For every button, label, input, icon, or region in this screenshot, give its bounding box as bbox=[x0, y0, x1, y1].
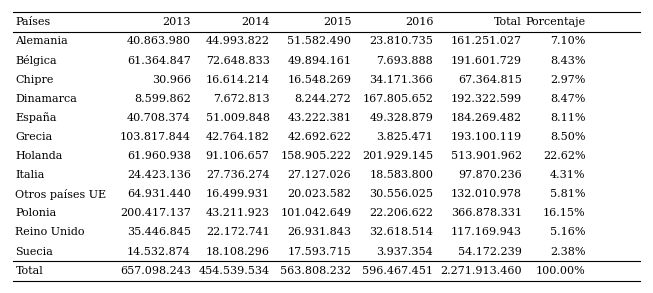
Text: 3.937.354: 3.937.354 bbox=[377, 246, 434, 257]
Text: 2.97%: 2.97% bbox=[550, 75, 586, 85]
Text: 184.269.482: 184.269.482 bbox=[451, 113, 522, 123]
Text: España: España bbox=[16, 113, 57, 123]
Text: Otros países UE: Otros países UE bbox=[16, 189, 106, 200]
Text: 18.583.800: 18.583.800 bbox=[370, 170, 434, 180]
Text: 201.929.145: 201.929.145 bbox=[362, 151, 434, 161]
Text: Porcentaje: Porcentaje bbox=[526, 17, 586, 27]
Text: 7.693.888: 7.693.888 bbox=[377, 56, 434, 66]
Text: 24.423.136: 24.423.136 bbox=[127, 170, 191, 180]
Text: 49.894.161: 49.894.161 bbox=[287, 56, 351, 66]
Text: 61.364.847: 61.364.847 bbox=[127, 56, 191, 66]
Text: 167.805.652: 167.805.652 bbox=[362, 94, 434, 104]
Text: 40.863.980: 40.863.980 bbox=[127, 36, 191, 47]
Text: 51.582.490: 51.582.490 bbox=[287, 36, 351, 47]
Text: 64.931.440: 64.931.440 bbox=[127, 189, 191, 199]
Text: 117.169.943: 117.169.943 bbox=[451, 227, 522, 237]
Text: 2013: 2013 bbox=[163, 17, 191, 27]
Text: 192.322.599: 192.322.599 bbox=[451, 94, 522, 104]
Text: 32.618.514: 32.618.514 bbox=[370, 227, 434, 237]
Text: 44.993.822: 44.993.822 bbox=[206, 36, 270, 47]
Text: 20.023.582: 20.023.582 bbox=[287, 189, 351, 199]
Text: 200.417.137: 200.417.137 bbox=[120, 208, 191, 218]
Text: 72.648.833: 72.648.833 bbox=[206, 56, 270, 66]
Text: 7.672.813: 7.672.813 bbox=[213, 94, 270, 104]
Text: 2015: 2015 bbox=[323, 17, 351, 27]
Text: 35.446.845: 35.446.845 bbox=[127, 227, 191, 237]
Text: 30.556.025: 30.556.025 bbox=[370, 189, 434, 199]
Text: 7.10%: 7.10% bbox=[550, 36, 586, 47]
Text: 16.614.214: 16.614.214 bbox=[206, 75, 270, 85]
Text: 2014: 2014 bbox=[241, 17, 270, 27]
Text: 54.172.239: 54.172.239 bbox=[458, 246, 522, 257]
Text: 8.244.272: 8.244.272 bbox=[295, 94, 351, 104]
Text: 16.15%: 16.15% bbox=[543, 208, 586, 218]
Text: 17.593.715: 17.593.715 bbox=[288, 246, 351, 257]
Text: Total: Total bbox=[16, 266, 43, 276]
Text: 8.47%: 8.47% bbox=[550, 94, 586, 104]
Text: Total: Total bbox=[494, 17, 522, 27]
Text: Dinamarca: Dinamarca bbox=[16, 94, 77, 104]
Text: Holanda: Holanda bbox=[16, 151, 63, 161]
Text: 42.764.182: 42.764.182 bbox=[206, 132, 270, 142]
Text: 193.100.119: 193.100.119 bbox=[451, 132, 522, 142]
Text: 61.960.938: 61.960.938 bbox=[127, 151, 191, 161]
Text: 8.43%: 8.43% bbox=[550, 56, 586, 66]
Text: 22.206.622: 22.206.622 bbox=[370, 208, 434, 218]
Text: 27.736.274: 27.736.274 bbox=[206, 170, 270, 180]
Text: 49.328.879: 49.328.879 bbox=[370, 113, 434, 123]
Text: 161.251.027: 161.251.027 bbox=[451, 36, 522, 47]
Text: 34.171.366: 34.171.366 bbox=[370, 75, 434, 85]
Text: Chipre: Chipre bbox=[16, 75, 54, 85]
Text: 16.548.269: 16.548.269 bbox=[287, 75, 351, 85]
Text: 100.00%: 100.00% bbox=[536, 266, 586, 276]
Text: 27.127.026: 27.127.026 bbox=[288, 170, 351, 180]
Text: Suecia: Suecia bbox=[16, 246, 54, 257]
Text: 101.042.649: 101.042.649 bbox=[280, 208, 351, 218]
Text: 563.808.232: 563.808.232 bbox=[280, 266, 351, 276]
Text: 132.010.978: 132.010.978 bbox=[451, 189, 522, 199]
Text: 5.81%: 5.81% bbox=[550, 189, 586, 199]
Text: 23.810.735: 23.810.735 bbox=[370, 36, 434, 47]
Text: Reino Unido: Reino Unido bbox=[16, 227, 85, 237]
Text: 191.601.729: 191.601.729 bbox=[451, 56, 522, 66]
Text: 40.708.374: 40.708.374 bbox=[127, 113, 191, 123]
Text: 158.905.222: 158.905.222 bbox=[280, 151, 351, 161]
Text: 3.825.471: 3.825.471 bbox=[377, 132, 434, 142]
Text: Alemania: Alemania bbox=[16, 36, 69, 47]
Text: 8.599.862: 8.599.862 bbox=[134, 94, 191, 104]
Text: 103.817.844: 103.817.844 bbox=[120, 132, 191, 142]
Text: 97.870.236: 97.870.236 bbox=[458, 170, 522, 180]
Text: 454.539.534: 454.539.534 bbox=[199, 266, 270, 276]
Text: 42.692.622: 42.692.622 bbox=[287, 132, 351, 142]
Text: 8.50%: 8.50% bbox=[550, 132, 586, 142]
Text: 366.878.331: 366.878.331 bbox=[451, 208, 522, 218]
Text: 43.211.923: 43.211.923 bbox=[206, 208, 270, 218]
Text: 8.11%: 8.11% bbox=[550, 113, 586, 123]
Text: 596.467.451: 596.467.451 bbox=[362, 266, 434, 276]
Text: Bélgica: Bélgica bbox=[16, 55, 57, 66]
Text: 2016: 2016 bbox=[405, 17, 434, 27]
Text: 4.31%: 4.31% bbox=[550, 170, 586, 180]
Text: 91.106.657: 91.106.657 bbox=[206, 151, 270, 161]
Text: 513.901.962: 513.901.962 bbox=[451, 151, 522, 161]
Text: Países: Países bbox=[16, 17, 51, 27]
Text: 67.364.815: 67.364.815 bbox=[458, 75, 522, 85]
Text: Italia: Italia bbox=[16, 170, 45, 180]
Text: 16.499.931: 16.499.931 bbox=[206, 189, 270, 199]
Text: 26.931.843: 26.931.843 bbox=[287, 227, 351, 237]
Text: Polonia: Polonia bbox=[16, 208, 57, 218]
Text: 5.16%: 5.16% bbox=[550, 227, 586, 237]
Text: 2.38%: 2.38% bbox=[550, 246, 586, 257]
Text: 2.271.913.460: 2.271.913.460 bbox=[440, 266, 522, 276]
Text: 51.009.848: 51.009.848 bbox=[206, 113, 270, 123]
Text: 14.532.874: 14.532.874 bbox=[127, 246, 191, 257]
Text: 43.222.381: 43.222.381 bbox=[287, 113, 351, 123]
Text: 22.172.741: 22.172.741 bbox=[206, 227, 270, 237]
Text: 22.62%: 22.62% bbox=[543, 151, 586, 161]
Text: 657.098.243: 657.098.243 bbox=[120, 266, 191, 276]
Text: 18.108.296: 18.108.296 bbox=[206, 246, 270, 257]
Text: Grecia: Grecia bbox=[16, 132, 53, 142]
Text: 30.966: 30.966 bbox=[151, 75, 191, 85]
